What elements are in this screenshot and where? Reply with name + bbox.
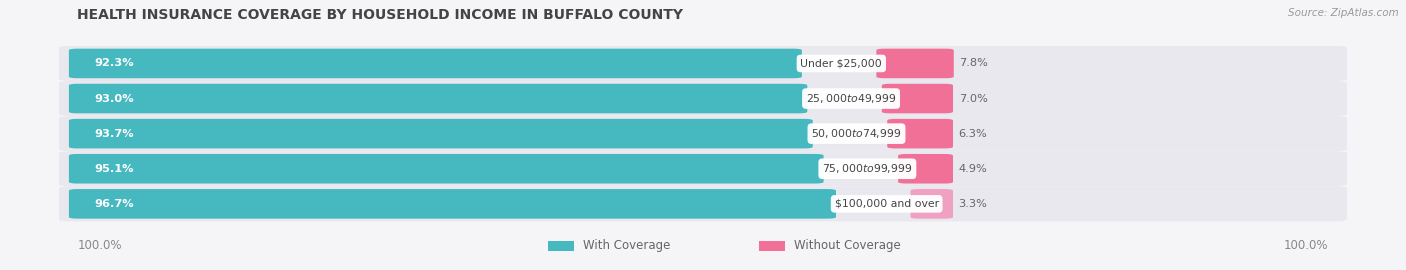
Text: 100.0%: 100.0%: [1284, 239, 1329, 252]
Text: 7.8%: 7.8%: [959, 58, 988, 69]
Text: 93.7%: 93.7%: [94, 129, 134, 139]
Text: 6.3%: 6.3%: [959, 129, 987, 139]
FancyBboxPatch shape: [759, 241, 785, 251]
FancyBboxPatch shape: [59, 186, 1347, 221]
Text: $100,000 and over: $100,000 and over: [835, 199, 939, 209]
FancyBboxPatch shape: [59, 46, 1347, 81]
Text: $75,000 to $99,999: $75,000 to $99,999: [823, 162, 912, 175]
Text: 4.9%: 4.9%: [959, 164, 987, 174]
Text: Source: ZipAtlas.com: Source: ZipAtlas.com: [1288, 8, 1399, 18]
FancyBboxPatch shape: [69, 189, 837, 219]
FancyBboxPatch shape: [69, 49, 801, 78]
Text: 92.3%: 92.3%: [94, 58, 134, 69]
Text: With Coverage: With Coverage: [583, 239, 671, 252]
FancyBboxPatch shape: [887, 119, 953, 148]
FancyBboxPatch shape: [59, 151, 1347, 186]
FancyBboxPatch shape: [59, 81, 1347, 116]
FancyBboxPatch shape: [69, 84, 807, 113]
Text: 7.0%: 7.0%: [959, 93, 987, 104]
FancyBboxPatch shape: [69, 154, 824, 184]
FancyBboxPatch shape: [911, 189, 953, 219]
Text: $25,000 to $49,999: $25,000 to $49,999: [806, 92, 896, 105]
FancyBboxPatch shape: [898, 154, 953, 184]
FancyBboxPatch shape: [548, 241, 574, 251]
FancyBboxPatch shape: [882, 84, 953, 113]
Text: HEALTH INSURANCE COVERAGE BY HOUSEHOLD INCOME IN BUFFALO COUNTY: HEALTH INSURANCE COVERAGE BY HOUSEHOLD I…: [77, 8, 683, 22]
FancyBboxPatch shape: [69, 119, 813, 148]
Text: 3.3%: 3.3%: [959, 199, 987, 209]
Text: 96.7%: 96.7%: [94, 199, 134, 209]
FancyBboxPatch shape: [59, 116, 1347, 151]
Text: Under $25,000: Under $25,000: [800, 58, 882, 69]
Text: 93.0%: 93.0%: [94, 93, 134, 104]
Text: $50,000 to $74,999: $50,000 to $74,999: [811, 127, 901, 140]
Text: 100.0%: 100.0%: [77, 239, 122, 252]
FancyBboxPatch shape: [876, 49, 953, 78]
Text: Without Coverage: Without Coverage: [794, 239, 901, 252]
Text: 95.1%: 95.1%: [94, 164, 134, 174]
